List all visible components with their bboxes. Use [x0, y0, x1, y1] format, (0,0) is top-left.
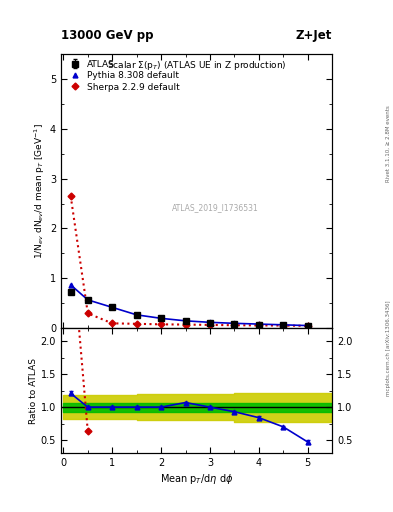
Line: Sherpa 2.2.9 default: Sherpa 2.2.9 default — [68, 194, 310, 328]
Sherpa 2.2.9 default — [305, 323, 310, 329]
Pythia 8.308 default — [257, 321, 261, 327]
Sherpa 2.2.9 default — [208, 322, 212, 328]
Text: Scalar $\Sigma$(p$_T$) (ATLAS UE in Z production): Scalar $\Sigma$(p$_T$) (ATLAS UE in Z pr… — [107, 59, 286, 72]
Pythia 8.308 default — [305, 323, 310, 329]
Pythia 8.308 default — [281, 322, 286, 328]
Sherpa 2.2.9 default — [85, 310, 90, 316]
Sherpa 2.2.9 default — [134, 321, 139, 327]
Sherpa 2.2.9 default — [110, 321, 115, 327]
Text: 13000 GeV pp: 13000 GeV pp — [61, 29, 153, 42]
Y-axis label: Ratio to ATLAS: Ratio to ATLAS — [29, 358, 38, 424]
Pythia 8.308 default — [85, 297, 90, 303]
Pythia 8.308 default — [159, 315, 163, 322]
Pythia 8.308 default — [68, 282, 73, 288]
X-axis label: Mean p$_T$/d$\eta$ d$\phi$: Mean p$_T$/d$\eta$ d$\phi$ — [160, 472, 233, 486]
Sherpa 2.2.9 default — [281, 323, 286, 329]
Line: Pythia 8.308 default: Pythia 8.308 default — [68, 283, 310, 328]
Y-axis label: 1/N$_{ev}$ dN$_{ev}$/d mean p$_T$ [GeV$^{-1}$]: 1/N$_{ev}$ dN$_{ev}$/d mean p$_T$ [GeV$^… — [33, 123, 47, 259]
Legend: ATLAS, Pythia 8.308 default, Sherpa 2.2.9 default: ATLAS, Pythia 8.308 default, Sherpa 2.2.… — [65, 58, 182, 93]
Sherpa 2.2.9 default — [159, 321, 163, 327]
Sherpa 2.2.9 default — [257, 323, 261, 329]
Sherpa 2.2.9 default — [232, 322, 237, 328]
Sherpa 2.2.9 default — [183, 322, 188, 328]
Pythia 8.308 default — [134, 312, 139, 318]
Pythia 8.308 default — [183, 318, 188, 324]
Text: mcplots.cern.ch [arXiv:1306.3436]: mcplots.cern.ch [arXiv:1306.3436] — [386, 301, 391, 396]
Text: Rivet 3.1.10, ≥ 2.8M events: Rivet 3.1.10, ≥ 2.8M events — [386, 105, 391, 182]
Pythia 8.308 default — [110, 304, 115, 310]
Text: ATLAS_2019_I1736531: ATLAS_2019_I1736531 — [172, 203, 259, 212]
Sherpa 2.2.9 default — [68, 193, 73, 199]
Pythia 8.308 default — [208, 319, 212, 326]
Text: Z+Jet: Z+Jet — [296, 29, 332, 42]
Pythia 8.308 default — [232, 321, 237, 327]
